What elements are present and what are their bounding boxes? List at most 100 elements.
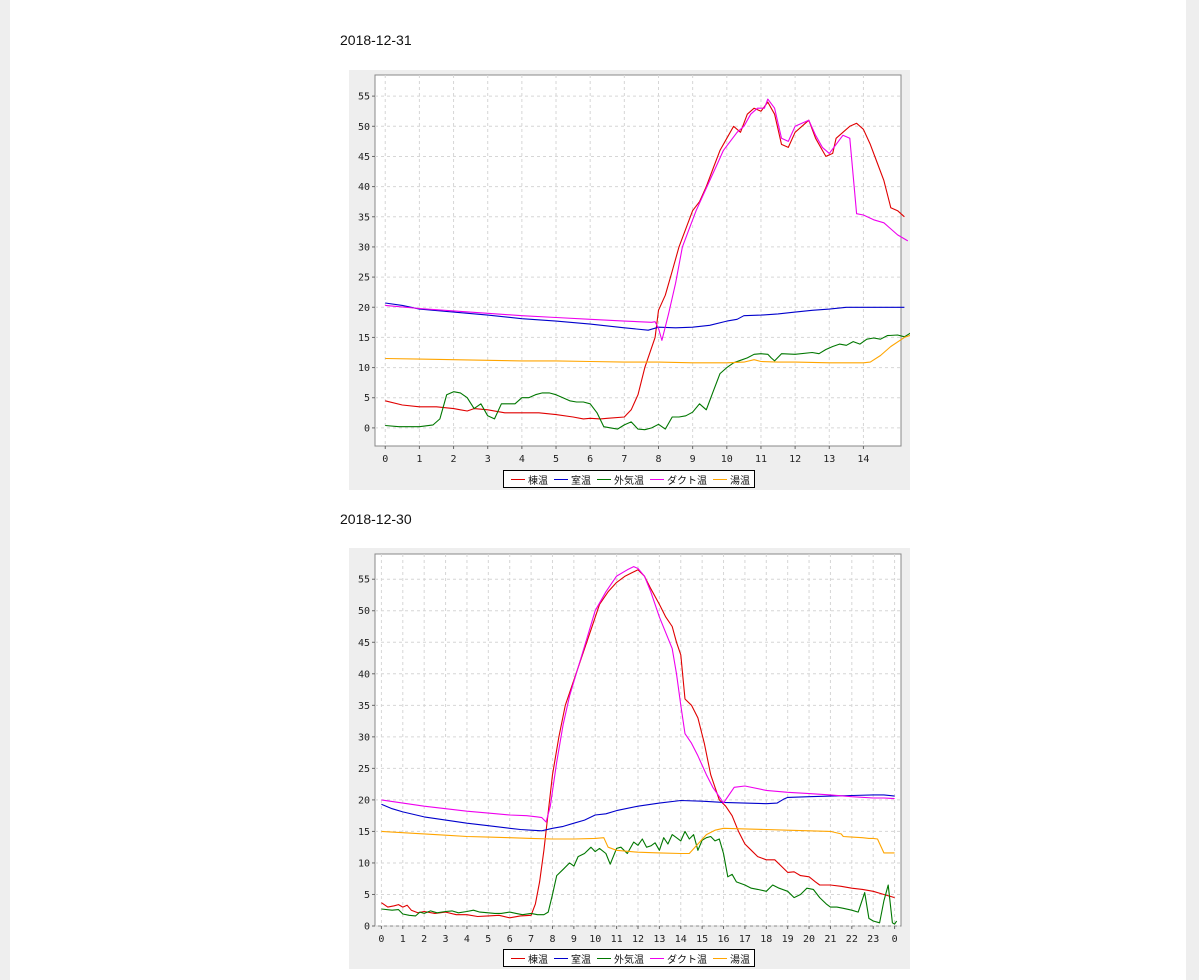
y-tick-label: 40 [358,182,370,193]
y-tick-label: 10 [358,363,370,374]
legend-label: 外気温 [614,475,644,487]
x-tick-label: 6 [507,934,513,945]
series-line-湯温 [385,334,910,364]
x-tick-label: 7 [528,934,534,945]
legend-label: 棟温 [528,954,548,966]
legend-swatch [554,957,568,959]
plot-area [374,74,902,447]
x-tick-label: 23 [867,934,879,945]
legend-label: ダクト温 [667,954,707,966]
legend-item: 外気温 [597,472,644,487]
y-tick-label: 15 [358,333,370,344]
x-tick-label: 1 [416,454,422,465]
series-line-外気温 [381,830,898,925]
legend-swatch [713,957,727,959]
y-tick-label: 55 [358,92,370,103]
x-tick-label: 16 [718,934,730,945]
x-tick-label: 11 [755,454,767,465]
legend-item: 外気温 [597,951,644,966]
y-tick-label: 0 [364,922,370,933]
legend-item: 棟温 [511,951,548,966]
legend-label: 湯温 [730,954,750,966]
legend-swatch [650,957,664,959]
legend-item: 棟温 [511,472,548,487]
y-tick-label: 15 [358,827,370,838]
series-line-室温 [385,302,905,331]
y-tick-label: 45 [358,638,370,649]
legend-label: 棟温 [528,475,548,487]
x-tick-label: 7 [621,454,627,465]
chart-legend: 棟温 室温 外気温 ダクト温 湯温 [503,949,755,967]
x-tick-label: 11 [611,934,623,945]
legend-item: 湯温 [713,472,750,487]
x-tick-label: 13 [653,934,665,945]
legend-swatch [650,478,664,480]
legend-item: 湯温 [713,951,750,966]
y-tick-label: 50 [358,122,370,133]
legend-label: 外気温 [614,954,644,966]
y-tick-label: 45 [358,152,370,163]
y-tick-label: 10 [358,858,370,869]
series-line-ダクト温 [381,566,895,823]
x-tick-label: 22 [846,934,858,945]
x-tick-label: 9 [571,934,577,945]
x-tick-label: 8 [655,454,661,465]
y-tick-label: 0 [364,423,370,434]
x-tick-label: 2 [451,454,457,465]
x-tick-label: 14 [675,934,687,945]
legend-swatch [597,957,611,959]
legend-item: 室温 [554,951,591,966]
x-tick-label: 21 [824,934,836,945]
x-tick-label: 18 [760,934,772,945]
x-tick-label: 10 [721,454,733,465]
legend-label: 室温 [571,475,591,487]
series-line-棟温 [385,101,905,420]
chart-legend: 棟温 室温 外気温 ダクト温 湯温 [503,470,755,488]
y-tick-label: 40 [358,669,370,680]
series-line-外気温 [385,332,910,431]
y-tick-label: 25 [358,273,370,284]
y-tick-label: 20 [358,795,370,806]
legend-label: 室温 [571,954,591,966]
y-tick-label: 55 [358,575,370,586]
y-tick-label: 20 [358,303,370,314]
x-tick-label: 3 [443,934,449,945]
legend-item: ダクト温 [650,472,707,487]
x-tick-label: 5 [485,934,491,945]
y-tick-label: 35 [358,212,370,223]
y-tick-label: 5 [364,393,370,404]
x-tick-label: 15 [696,934,708,945]
chart-panel: 0 5 10 15 20 25 30 35 40 45 50 55 0 1 2 3 4 5 6 7 8 9 10 11 12 13… [349,548,910,969]
y-tick-label: 30 [358,242,370,253]
x-tick-label: 0 [892,934,898,945]
x-tick-label: 14 [857,454,869,465]
y-tick-label: 50 [358,606,370,617]
x-tick-label: 2 [421,934,427,945]
y-tick-label: 25 [358,764,370,775]
x-tick-label: 20 [803,934,815,945]
x-tick-label: 19 [782,934,794,945]
legend-item: 室温 [554,472,591,487]
x-tick-label: 4 [519,454,525,465]
x-tick-label: 3 [485,454,491,465]
legend-label: 湯温 [730,475,750,487]
x-tick-label: 12 [632,934,644,945]
x-tick-label: 1 [400,934,406,945]
series-line-室温 [381,794,895,832]
x-tick-label: 4 [464,934,470,945]
x-tick-label: 12 [789,454,801,465]
chart-date-heading: 2018-12-31 [340,32,412,48]
chart-date-heading: 2018-12-30 [340,511,412,527]
y-tick-label: 35 [358,701,370,712]
x-tick-label: 8 [549,934,555,945]
x-tick-label: 17 [739,934,751,945]
legend-swatch [554,478,568,480]
x-tick-label: 6 [587,454,593,465]
page: 2018-12-31 0 5 10 15 20 25 30 35 40 45 50 55 0 1 2 3 4 5 6… [10,0,1186,980]
x-tick-label: 9 [690,454,696,465]
legend-swatch [597,478,611,480]
chart-panel: 0 5 10 15 20 25 30 35 40 45 50 55 0 1 2 3 4 5 6 7 8 9 10 11 12 13… [349,70,910,490]
legend-swatch [511,957,525,959]
